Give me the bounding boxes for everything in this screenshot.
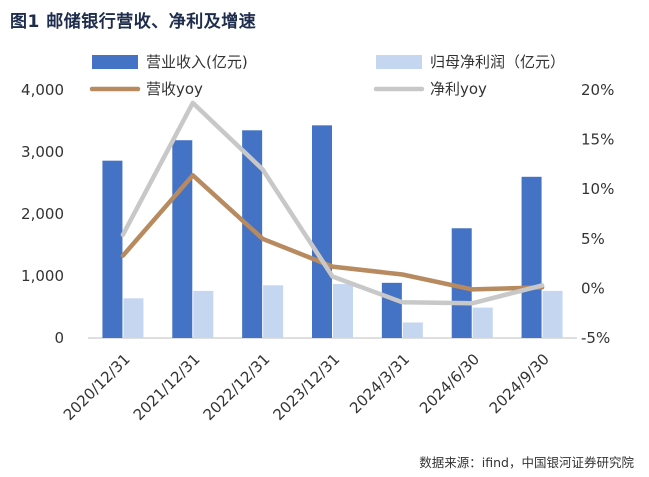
x-tick-label: 2022/12/31 — [200, 350, 274, 424]
y-right-tick-label: 20% — [581, 81, 614, 99]
net-profit-bar — [542, 290, 563, 338]
net-profit-yoy-line — [120, 100, 545, 306]
x-tick-label: 2024/9/30 — [486, 350, 553, 417]
x-tick-label: 2024/3/31 — [346, 350, 413, 417]
axes: 0 1,000 2,000 3,000 4,000 -5% 0% 5% 10% 15% 20% — [21, 81, 614, 347]
source-note: 数据来源：ifind，中国银河证券研究院 — [419, 455, 634, 470]
net-profit-bar — [402, 322, 423, 338]
x-tick-label: 2021/12/31 — [130, 350, 204, 424]
net-profit-bar — [472, 307, 493, 338]
y-left-tick-label: 2,000 — [21, 205, 64, 223]
y-left-tick-label: 3,000 — [21, 143, 64, 161]
legend-net-profit-swatch — [376, 55, 422, 69]
y-right-tick-label: 5% — [581, 230, 605, 248]
y-right-tick-label: 15% — [581, 131, 614, 149]
legend-revenue-swatch — [92, 55, 138, 69]
revenue-bar — [451, 228, 472, 338]
legend: 营业收入(亿元) 归母净利润（亿元） 营收yoy 净利yoy — [89, 53, 565, 98]
y-left-tick-label: 0 — [54, 329, 64, 347]
net-profit-bar — [123, 298, 144, 338]
x-tick-label: 2020/12/31 — [60, 350, 134, 424]
chart-title: 图1 邮储银行营收、净利及增速 — [10, 12, 257, 32]
x-tick-label: 2023/12/31 — [269, 350, 343, 424]
legend-net-profit-yoy-label: 净利yoy — [430, 80, 487, 98]
net-profit-bar — [263, 285, 284, 338]
lines — [120, 100, 545, 306]
y-right-tick-label: 0% — [581, 279, 605, 297]
net-profit-bar — [193, 290, 214, 338]
revenue-bar — [312, 125, 332, 338]
revenue-bar — [242, 130, 263, 338]
y-right-tick-label: -5% — [581, 329, 610, 347]
revenue-bar — [102, 160, 123, 338]
y-left-tick-label: 4,000 — [21, 81, 64, 99]
revenue-bar — [521, 176, 542, 338]
y-right-tick-label: 10% — [581, 180, 614, 198]
x-tick-label: 2024/6/30 — [416, 350, 483, 417]
revenue-yoy-line — [120, 173, 545, 292]
revenue-bar — [381, 282, 402, 338]
legend-revenue-label: 营业收入(亿元) — [146, 53, 248, 71]
x-axis-labels: 2020/12/312021/12/312022/12/312023/12/31… — [60, 350, 553, 424]
revenue-bar — [172, 140, 193, 338]
net-profit-bar — [333, 284, 353, 338]
bars — [102, 125, 563, 338]
y-left-tick-label: 1,000 — [21, 267, 64, 285]
legend-net-profit-label: 归母净利润（亿元） — [430, 53, 565, 71]
legend-revenue-yoy-label: 营收yoy — [146, 80, 203, 98]
